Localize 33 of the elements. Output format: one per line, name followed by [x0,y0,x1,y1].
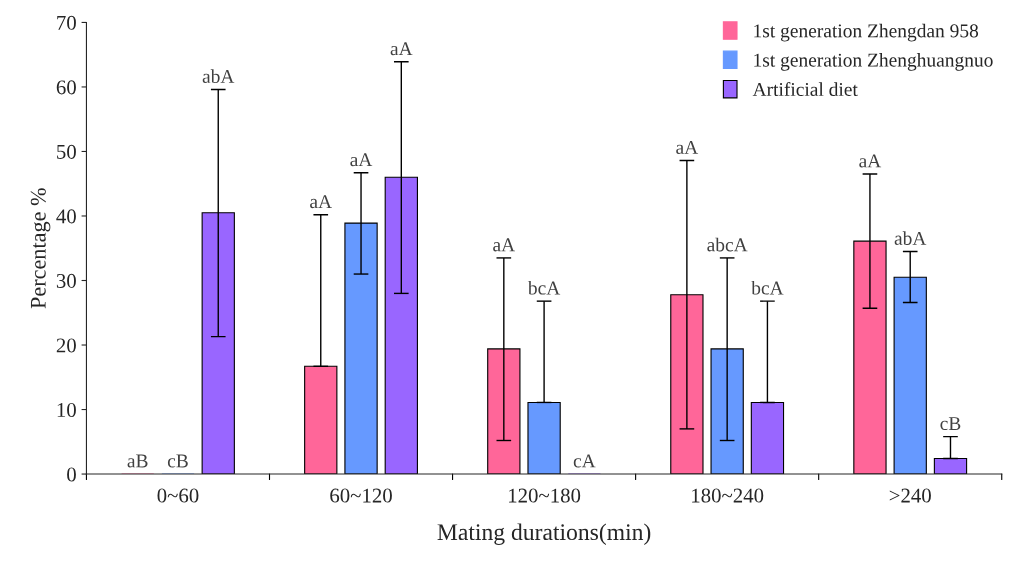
y-tick-label: 50 [57,144,76,159]
annotation: cA [573,454,596,468]
legend-label: 1st generation Zhengdan 958 [754,23,979,42]
legend-label: Artificial diet [752,82,858,96]
y-tick-label: 70 [57,15,76,30]
annotation: abA [202,69,235,84]
y-tick-label: 60 [56,80,76,95]
annotation: aA [390,42,413,56]
annotation: aA [859,154,882,168]
y-tick-label: 10 [57,402,76,417]
annotation: aA [676,140,699,154]
x-axis-title: Mating durations(min) [437,523,651,545]
y-tick-label: 0 [67,467,76,482]
x-tick-label: >240 [889,488,931,503]
x-tick-label: 60~120 [330,488,392,503]
x-tick-label: 120~180 [509,488,581,503]
annotation: cB [167,454,188,468]
annotation: cB [940,417,961,431]
x-tick-label: 0~60 [157,488,199,503]
annotation: bcA [527,280,561,295]
annotation: aA [493,238,516,252]
annotation: aA [350,153,373,167]
annotation: aB [127,454,148,468]
annotation: abcA [707,237,748,252]
y-tick-label: 40 [56,209,76,224]
annotation: abA [894,231,927,245]
y-tick-label: 30 [56,273,76,288]
x-tick-label: 180~240 [692,488,764,503]
legend-label: 1st generation Zhenghuangnuo [754,53,993,71]
annotation: aA [310,195,332,209]
y-axis-title: Percentage % [30,188,51,309]
annotation: bcA [751,280,784,295]
y-tick-label: 20 [56,338,76,353]
